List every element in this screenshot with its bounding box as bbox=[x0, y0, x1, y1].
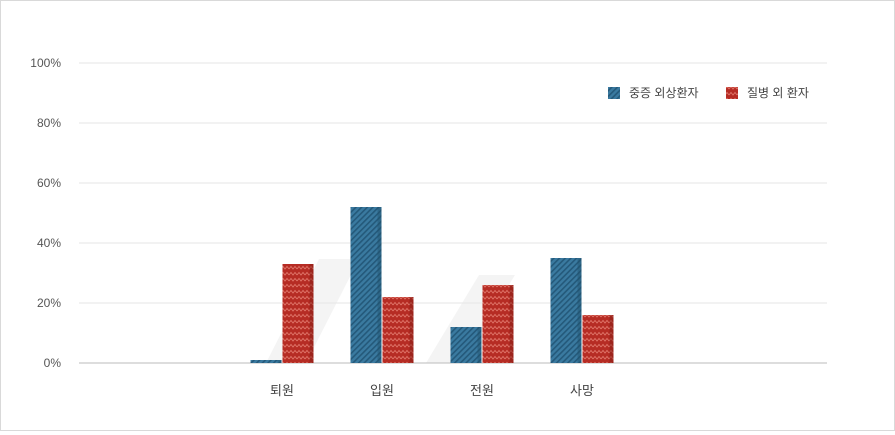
bar-non-disease-2 bbox=[382, 297, 414, 363]
bars bbox=[250, 207, 614, 363]
y-tick-label: 40% bbox=[37, 236, 61, 250]
bar-non-disease-1 bbox=[282, 264, 314, 363]
legend-swatch bbox=[608, 87, 620, 99]
bar-severe-trauma-1 bbox=[250, 360, 282, 363]
bar-severe-trauma-3 bbox=[450, 327, 482, 363]
x-axis-categories: 퇴원 입원 전원 사망 bbox=[270, 383, 594, 398]
bar-shade bbox=[509, 285, 514, 363]
legend: 중증 외상환자 질병 외 환자 bbox=[608, 86, 809, 100]
bar-shade bbox=[277, 360, 282, 363]
bar-shade bbox=[409, 297, 414, 363]
y-tick-label: 60% bbox=[37, 176, 61, 190]
category-label: 입원 bbox=[370, 383, 394, 398]
y-tick-label: 100% bbox=[30, 56, 61, 70]
legend-label: 질병 외 환자 bbox=[747, 86, 809, 100]
y-tick-label: 0% bbox=[44, 356, 62, 370]
bar-shade bbox=[577, 258, 582, 363]
bar-severe-trauma-4 bbox=[550, 258, 582, 363]
bar-non-disease-3 bbox=[482, 285, 514, 363]
bar-shade bbox=[477, 327, 482, 363]
category-label: 사망 bbox=[570, 383, 594, 398]
y-axis-ticks: 0% 20% 40% 60% 80% 100% bbox=[30, 56, 61, 370]
bar-shade bbox=[377, 207, 382, 363]
y-tick-label: 20% bbox=[37, 296, 61, 310]
bar-shade bbox=[309, 264, 314, 363]
bar-shade bbox=[609, 315, 614, 363]
bar-non-disease-4 bbox=[582, 315, 614, 363]
bar-severe-trauma-2 bbox=[350, 207, 382, 363]
y-tick-label: 80% bbox=[37, 116, 61, 130]
category-label: 퇴원 bbox=[270, 383, 294, 398]
category-label: 전원 bbox=[470, 383, 494, 398]
legend-swatch bbox=[726, 87, 738, 99]
grid-lines bbox=[79, 62, 827, 364]
legend-label: 중증 외상환자 bbox=[629, 86, 699, 100]
